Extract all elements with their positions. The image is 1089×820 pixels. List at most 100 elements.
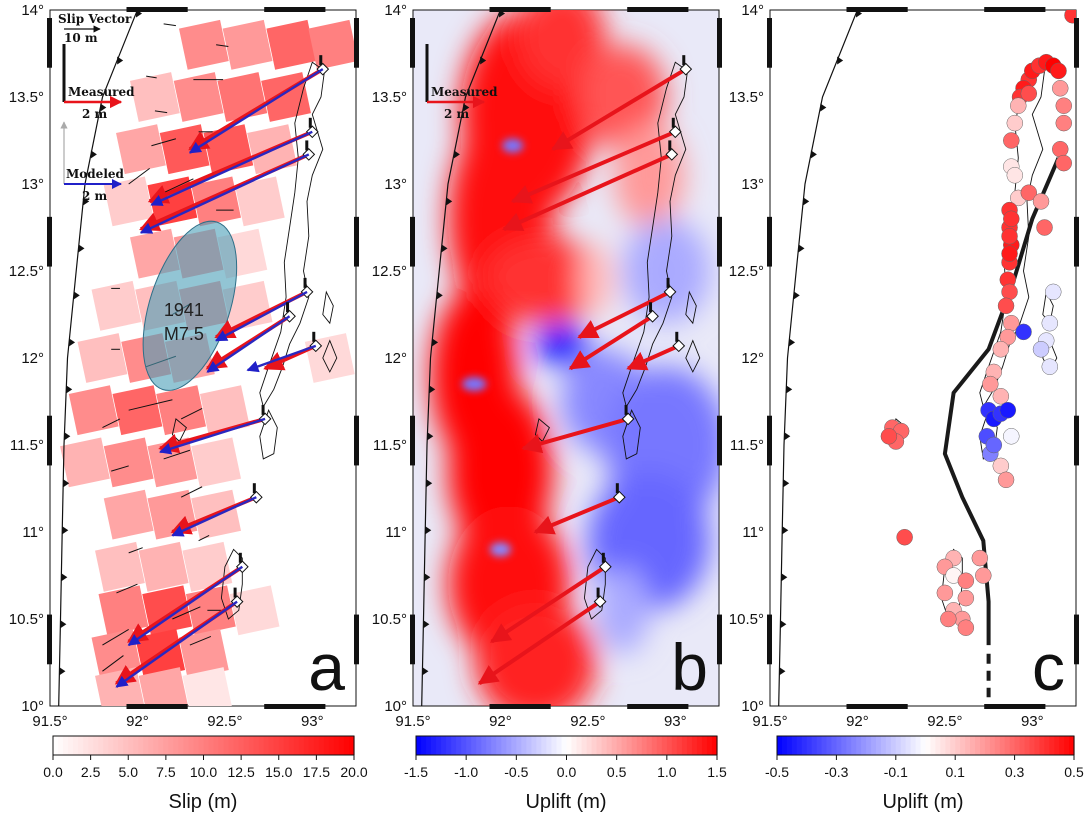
trench-triangle <box>66 385 73 394</box>
measured-arrow <box>510 129 677 204</box>
uplift-point <box>971 549 989 567</box>
colorbar-uplift-c-title: Uplift (m) <box>882 791 963 813</box>
colorbar-step <box>451 736 457 755</box>
uplift-point <box>1041 314 1059 332</box>
colorbar-step <box>466 736 472 755</box>
frame-segment <box>489 7 551 12</box>
y-tick-label: 10.5° <box>9 611 44 628</box>
frame-segment <box>846 7 908 12</box>
colorbar-step <box>856 736 862 755</box>
frame-segment <box>627 704 689 709</box>
colorbar-tick-label: 17.5 <box>303 764 330 780</box>
frame-segment <box>264 704 326 709</box>
colorbar-step <box>676 736 683 755</box>
trench-triangle <box>61 573 68 582</box>
uplift-point <box>1052 80 1069 97</box>
measured-arrow <box>502 152 673 232</box>
uplift-blob <box>579 44 667 150</box>
colorbar-step <box>626 736 633 755</box>
modeled-arrow <box>159 417 266 455</box>
colorbar-step <box>930 736 936 755</box>
uplift-points <box>880 10 1076 636</box>
frame-segment <box>846 704 908 709</box>
frame-segment <box>717 614 722 665</box>
colorbar-step <box>586 736 593 755</box>
colorbar-step <box>801 736 808 755</box>
colorbar-step <box>516 736 522 755</box>
trench-triangle <box>810 150 817 159</box>
trench-triangle <box>783 479 790 488</box>
y-tick-label: 11.5° <box>10 437 44 454</box>
trench-triangle <box>837 56 844 65</box>
colorbar-step <box>811 736 818 755</box>
colorbar-step <box>925 736 932 755</box>
y-tick-label: 10° <box>21 698 44 715</box>
y-tick-label: 10° <box>384 698 407 715</box>
y-tick-label: 11.5° <box>373 437 407 454</box>
colorbar-step <box>631 736 638 755</box>
colorbar-uplift-c: -0.5 -0.3 -0.1 0.1 0.3 0.5 <box>765 735 1084 780</box>
colorbar-tick-label: 0.0 <box>43 764 63 780</box>
colorbar-step <box>1014 736 1021 755</box>
colorbar-step <box>338 736 345 755</box>
panel-a: 1941 M7.5 Slip Vector 10 m Measured 2 m … <box>9 2 359 730</box>
colorbar-step <box>796 736 803 755</box>
colorbar-step <box>193 736 200 755</box>
x-tick-label: 93° <box>301 713 324 730</box>
colorbar-step <box>1059 736 1065 755</box>
frame-segment <box>47 415 52 466</box>
colorbar-step <box>208 736 215 755</box>
colorbar-step <box>63 736 69 755</box>
station-marker <box>593 595 607 608</box>
uplift-point <box>957 572 975 589</box>
frame-segment <box>47 216 52 267</box>
panel-b: Measured 2 m b 91.5° 92° 92.5° 93° 10° 10.5° 1… <box>372 2 722 730</box>
trench-triangle <box>73 291 80 300</box>
colorbar-step <box>303 736 310 755</box>
colorbar-step <box>486 736 492 755</box>
earthquake-magnitude-label: M7.5 <box>164 324 204 344</box>
colorbar-step <box>113 736 119 755</box>
colorbar-slip: 0.0 2.5 5.0 7.5 10.0 12.5 15.0 17.5 20.0 <box>43 735 368 780</box>
uplift-point <box>1032 341 1050 358</box>
panel-a-letter: a <box>308 630 345 704</box>
trench-triangle <box>820 103 827 112</box>
modeled-arrow <box>215 290 308 342</box>
slip-vector <box>102 655 124 672</box>
colorbar-step <box>621 736 628 755</box>
trench-triangle <box>782 526 789 535</box>
colorbar-step <box>93 736 99 755</box>
station-marker <box>621 412 635 426</box>
colorbar-step <box>168 736 174 755</box>
trench-triangle <box>446 197 453 206</box>
y-tick-label: 13° <box>741 176 764 193</box>
frame-segment <box>1074 216 1079 267</box>
trench-triangle <box>83 197 90 206</box>
panel-c-letter: c <box>1032 630 1065 704</box>
uplift-blob <box>517 10 606 89</box>
colorbar-step <box>596 736 603 755</box>
frame-segment <box>126 7 188 12</box>
station-marker <box>598 560 612 574</box>
y-tick-label: 12° <box>384 350 407 367</box>
colorbar-step <box>511 736 517 755</box>
slip-patch <box>138 541 189 592</box>
uplift-point <box>975 567 992 584</box>
colorbar-step <box>606 736 613 755</box>
uplift-point <box>1064 10 1076 24</box>
trench-triangle <box>436 291 443 300</box>
uplift-blob <box>535 323 588 365</box>
trench-triangle <box>786 385 793 394</box>
colorbar-step <box>696 736 703 755</box>
uplift-point <box>1010 97 1027 114</box>
colorbar-step <box>979 736 986 755</box>
colorbar-step <box>506 736 512 755</box>
uplift-blob <box>482 236 606 324</box>
colorbar-frame <box>776 735 1075 756</box>
colorbar-step <box>188 736 195 755</box>
colorbar-step <box>173 736 180 755</box>
colorbar-step <box>456 736 462 755</box>
colorbar-step <box>531 736 537 755</box>
frame-segment <box>264 7 326 12</box>
trench <box>778 10 863 706</box>
